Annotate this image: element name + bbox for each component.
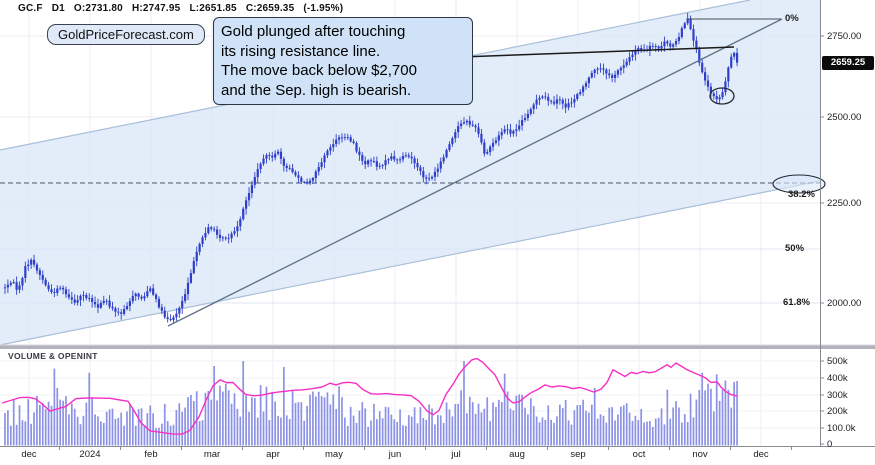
change-value: (-1.95%) (303, 3, 344, 14)
month-label: aug (509, 449, 525, 460)
month-label: dec (753, 449, 769, 460)
price-tick-label: 2500.00 (827, 112, 862, 123)
price-tick-label: 2250.00 (827, 198, 862, 209)
volume-panel-title: VOLUME & OPENINT (8, 351, 98, 361)
price-axis[interactable]: 2750.00 2500.00 2250.00 2000.00 500k 400k 300k… (820, 0, 875, 450)
annotation-line: Gold plunged after touching (221, 23, 406, 40)
month-label: may (325, 449, 343, 460)
fib-level-label: 61.8% (783, 297, 810, 308)
month-label: 2024 (79, 449, 101, 460)
month-label: dec (21, 449, 37, 460)
volume-tick-label: 500k (827, 356, 848, 367)
price-tick-label: 2750.00 (827, 31, 862, 42)
price-tick-label: 2000.00 (827, 298, 862, 309)
month-label: sep (570, 449, 586, 460)
volume-tick-label: 100.0k (827, 423, 856, 434)
close-value: C:2659.35 (245, 3, 295, 14)
annotation-line: its rising resistance line. (221, 42, 381, 60)
low-value: L:2651.85 (189, 3, 237, 14)
annotation-line: The move back below $2,700 (221, 62, 417, 79)
month-label: nov (692, 449, 708, 460)
time-axis[interactable]: dec 2024 feb mar apr may jun jul aug sep oct nov dec (0, 446, 875, 465)
volume-tick-label: 300k (827, 390, 848, 401)
watermark-badge: GoldPriceForecast.com (47, 24, 205, 45)
annotation-callout: Gold plunged after touching its rising r… (213, 17, 473, 105)
ohlc-header: GC.F D1 O:2731.80 H:2747.95 L:2651.85 C:2659.… (18, 3, 352, 14)
month-label: apr (266, 449, 280, 460)
timeframe-label: D1 (51, 3, 65, 14)
volume-tick-label: 400k (827, 373, 848, 384)
last-price-badge: 2659.25 (822, 56, 874, 70)
fib-level-label: 38.2% (788, 189, 815, 200)
open-value: O:2731.80 (73, 3, 123, 14)
fib-level-label: 0% (785, 13, 799, 24)
fib-level-label: 50% (785, 243, 805, 254)
symbol-label: GC.F (18, 3, 43, 14)
month-label: jun (388, 449, 402, 460)
volume-tick-label: 200k (827, 406, 848, 417)
month-label: feb (144, 449, 158, 460)
volume-tick-label: 0 (827, 439, 833, 450)
high-value: H:2747.95 (131, 3, 181, 14)
month-label: mar (203, 449, 221, 460)
annotation-line: and the Sep. high is bearish. (221, 81, 412, 99)
month-label: jul (451, 449, 461, 460)
month-label: oct (632, 449, 646, 460)
